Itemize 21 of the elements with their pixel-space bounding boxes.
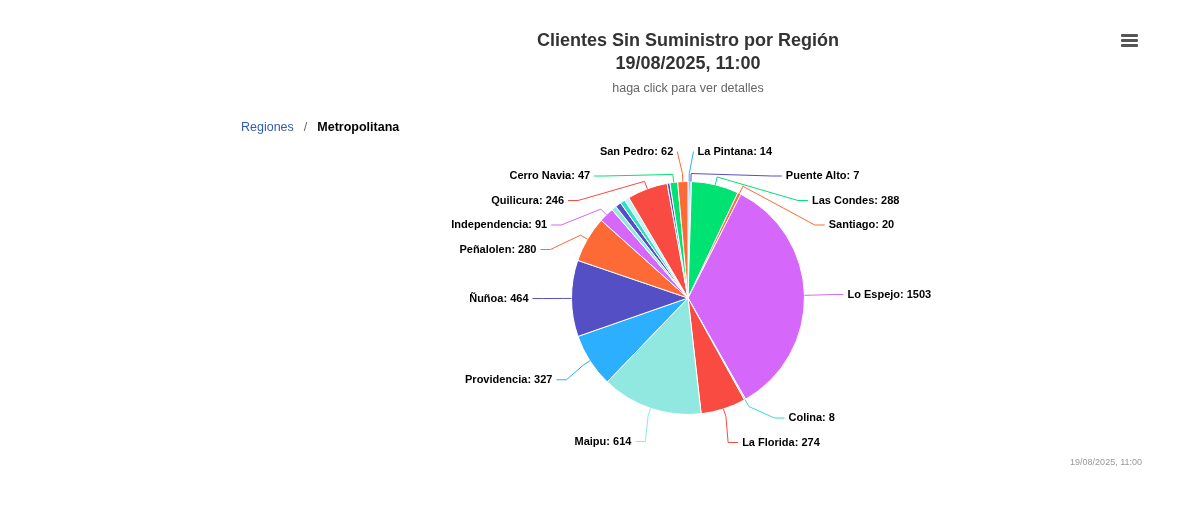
slice-label: Santiago: 20 [828,218,895,231]
slice-label: Ñuñoa: 464 [469,291,530,304]
text: Metropolitana [317,120,400,134]
chart-subtitle: haga click para ver detalles [611,81,765,95]
slice-label: Lo Espejo: 1503 [847,287,932,300]
slice-label: Quilicura: 246 [491,193,565,206]
slice-label: Colina: 8 [788,411,835,424]
slice-label: Las Condes: 288 [811,193,900,206]
slice-label: Peñalolen: 280 [459,242,537,255]
slice-label: Independencia: 91 [451,218,548,231]
slice-label: San Pedro: 62 [599,144,674,157]
text: Regiones [241,120,294,134]
slice-label: Cerro Navia: 47 [509,169,591,182]
text: 19/08/2025, 11:00 [1070,457,1142,467]
slice-label: La Florida: 274 [742,435,821,448]
slice-label: Providencia: 327 [465,372,553,385]
chart-title: Clientes Sin Suministro por Región 19/08/2025, 11:00 [536,29,840,75]
text: / [303,120,308,134]
slice-label: Puente Alto: 7 [785,169,860,182]
slice-label: Maipu: 614 [574,434,633,447]
slice-label: La Pintana: 14 [697,144,773,157]
